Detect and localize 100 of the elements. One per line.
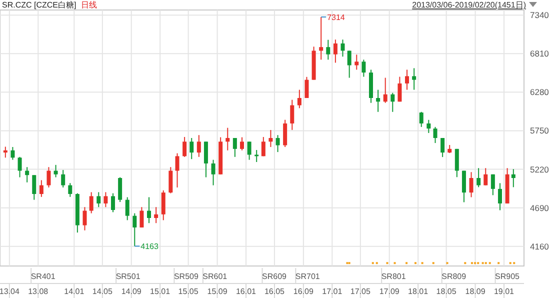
candlestick: [161, 190, 166, 221]
x2-tick-label: SR701: [295, 272, 320, 281]
candlestick: [147, 196, 152, 224]
candlestick: [490, 174, 495, 196]
candlestick: [140, 206, 144, 228]
candlestick: [390, 92, 395, 112]
x2-tick-label: SR801: [381, 272, 406, 281]
y-tick-label: 5750: [530, 126, 550, 136]
candlestick: [68, 182, 72, 198]
candlestick: [484, 168, 488, 186]
candlestick: [168, 166, 173, 194]
candlestick: [18, 156, 22, 178]
candlestick: [254, 150, 259, 162]
candlestick: [433, 126, 438, 144]
candlestick: [347, 50, 352, 78]
candlestick: [362, 59, 366, 78]
candlestick: [54, 164, 58, 178]
candlestick: [39, 180, 44, 198]
candlestick: [118, 176, 122, 202]
y-tick-label: 4690: [530, 202, 550, 213]
candlestick: [247, 141, 252, 160]
candlestick: [283, 119, 288, 148]
x-tick-label: 17.09: [379, 287, 400, 296]
x-tick-label: 18.01: [408, 287, 429, 296]
candlestick: [440, 138, 445, 158]
candlestick: [232, 138, 237, 158]
candlestick: [240, 136, 244, 151]
candlestick: [261, 136, 266, 157]
y-tick-label: 6810: [530, 48, 550, 59]
x-tick-label: 19.01: [494, 287, 515, 296]
candlestick: [462, 170, 466, 203]
candlestick: [154, 206, 158, 224]
x-tick-label: 15.09: [207, 287, 228, 296]
candlestick: [32, 174, 36, 200]
candlestick: [196, 134, 201, 158]
x2-tick-label: SR601: [202, 272, 228, 281]
x-tick-label: 14.05: [92, 287, 113, 296]
candlestick: [469, 172, 474, 198]
candlestick: [10, 146, 15, 160]
candlestick: [3, 146, 8, 158]
x-tick-label: 18.05: [436, 287, 457, 296]
candlestick: [96, 192, 101, 208]
candlestick: [405, 69, 410, 90]
x-tick-label: 16.01: [236, 287, 257, 296]
candlestick: [333, 39, 338, 64]
candlestick: [319, 16, 324, 60]
candlestick: [354, 54, 359, 70]
candlestick: [110, 192, 115, 213]
chart-subtitle: 日线: [81, 0, 98, 10]
x-tick-label: 15.05: [178, 287, 199, 296]
candlestick: [383, 77, 388, 104]
x2-tick-label: SR809: [442, 272, 467, 281]
candlestick: [412, 68, 416, 90]
candlestick: [498, 182, 502, 211]
x-tick-label: 16.09: [293, 287, 314, 296]
candlestick: [61, 170, 66, 188]
y-tick-label: 7340: [530, 10, 550, 20]
candlestick: [175, 152, 180, 188]
chart-title: SR.CZC [CZCE白糖]: [2, 0, 76, 10]
candlestick: [204, 141, 208, 178]
x-tick-label: 18.09: [465, 287, 486, 296]
candlestick: [326, 39, 330, 60]
x2-tick-label: SR401: [30, 272, 56, 281]
y-tick-label: 4160: [530, 241, 550, 252]
candlestick: [190, 138, 194, 160]
y-tick-label: 6280: [530, 87, 550, 98]
x2-tick-label: SR501: [116, 272, 141, 281]
candlestick: [376, 89, 380, 112]
candlestick: [46, 166, 51, 188]
annotation: 4163: [140, 242, 159, 252]
x2-tick-label: SR509: [174, 272, 199, 281]
candlestick: [304, 76, 309, 98]
x-tick-label: 13.08: [28, 287, 49, 296]
candlestick: [454, 148, 459, 178]
candlestick: [226, 127, 230, 151]
candlestick: [82, 206, 87, 231]
annotation: 7314: [327, 12, 346, 22]
y-tick-label: 5220: [530, 164, 550, 174]
candlestick: [419, 111, 424, 128]
x-tick-label: 13.04: [0, 287, 20, 296]
candlestick: [125, 196, 130, 221]
x-tick-label: 17.05: [350, 287, 371, 296]
candlestick: [268, 130, 273, 148]
x2-tick-label: SR905: [495, 272, 520, 281]
candlestick: [511, 168, 516, 188]
candlestick: [297, 89, 302, 109]
candlestick: [276, 134, 280, 153]
text: 2013/03/06-2019/02/20(1451日): [412, 0, 526, 10]
candlestick: [132, 212, 137, 247]
candlestick: [25, 166, 30, 183]
candlestick: [426, 119, 431, 134]
x2-tick-label: SR609: [262, 272, 288, 281]
candlestick: [340, 39, 345, 58]
candlestick: [182, 136, 187, 158]
candlestick: [104, 192, 108, 208]
x-tick-label: 16.05: [264, 287, 286, 296]
x-tick-label: 14.01: [64, 287, 85, 296]
candlestick: [89, 192, 94, 214]
x-tick-label: 14.09: [121, 287, 142, 296]
candlestick: [290, 99, 294, 130]
